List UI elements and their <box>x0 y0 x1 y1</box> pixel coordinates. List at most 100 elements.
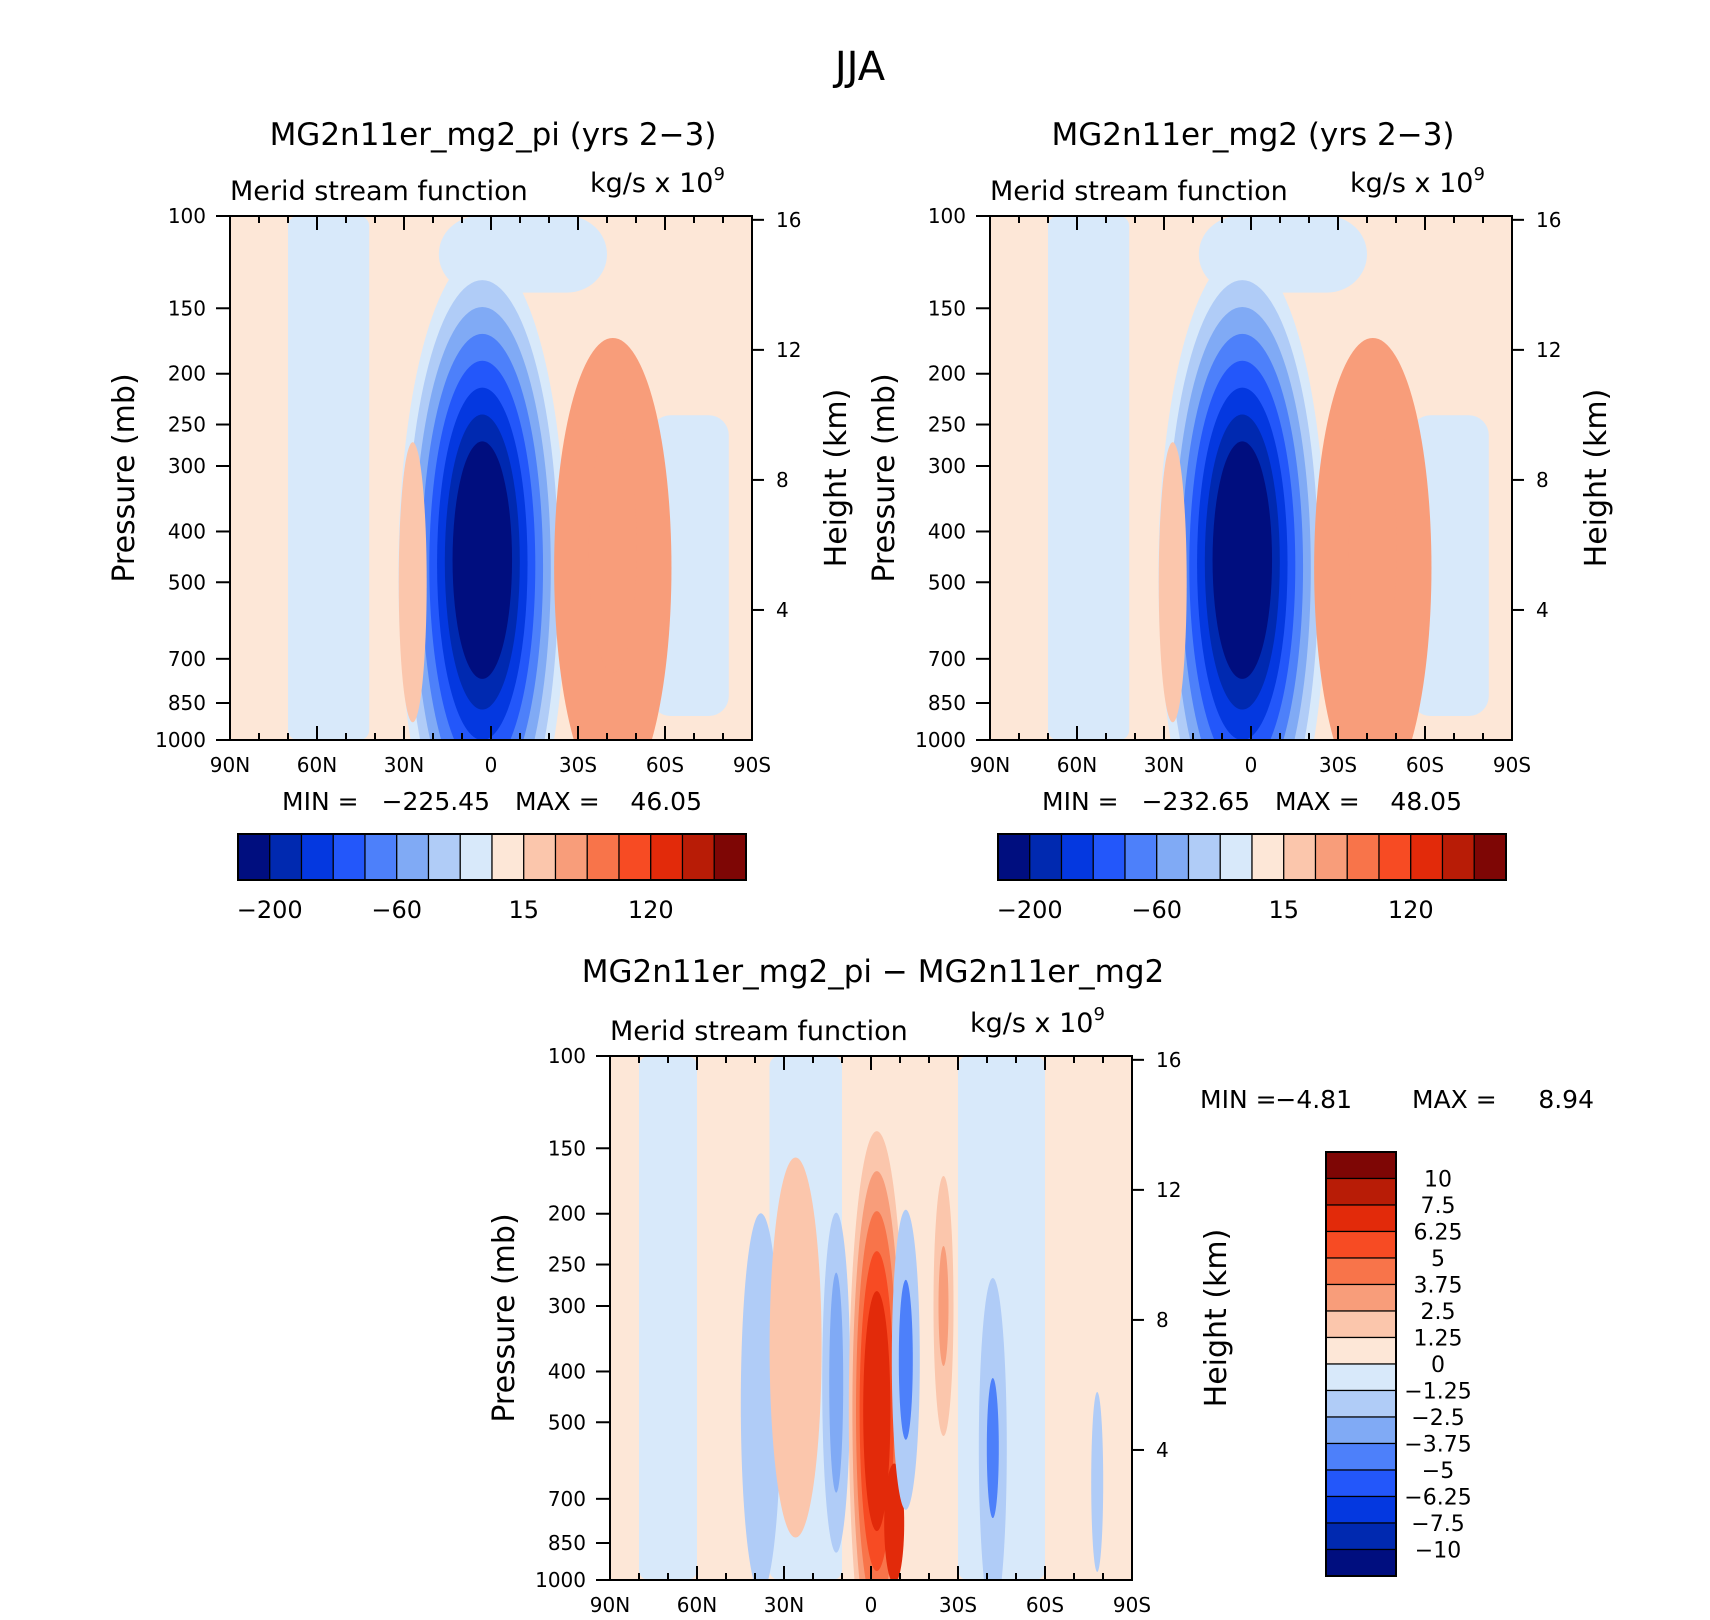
panel-subtitle-left: Merid stream function <box>990 176 1288 207</box>
max-value: 48.05 <box>1390 787 1462 816</box>
x-tick-label: 30N <box>1144 753 1184 777</box>
y-tick-label: 1000 <box>155 728 206 752</box>
colorbar-frame <box>1325 1151 1397 1577</box>
colorbar-label: 120 <box>1388 896 1434 924</box>
colorbar-label: 15 <box>508 896 539 924</box>
colorbar-swatch <box>650 833 684 881</box>
max-value: 8.94 <box>1538 1085 1594 1114</box>
panel-subtitle-left: Merid stream function <box>610 1016 908 1047</box>
contour-region <box>938 1246 949 1367</box>
colorbar-swatch <box>1187 833 1221 881</box>
y-tick-label: 200 <box>548 1202 586 1226</box>
y-tick-label: 700 <box>928 647 966 671</box>
y-tick-label: 150 <box>168 296 206 320</box>
colorbar-label: −10 <box>1415 1539 1461 1564</box>
colorbar-swatch <box>1060 833 1094 881</box>
colorbar-swatch <box>396 833 430 881</box>
right-axis-label: Height (km) <box>1199 1229 1234 1408</box>
colorbar-swatch <box>1325 1548 1397 1577</box>
colorbar-label: 5 <box>1431 1247 1445 1272</box>
panel-subtitle-left: Merid stream function <box>230 176 528 207</box>
axes: 90N 60N 30N 0 30S 60S 90S 100 150 200 250 300 400 500… <box>915 204 1561 777</box>
colorbar-swatch <box>1410 833 1444 881</box>
x-tick-label: 90N <box>210 753 250 777</box>
colorbar-label: 15 <box>1268 896 1299 924</box>
y-tick-label: 300 <box>928 454 966 478</box>
colorbar-swatch <box>491 833 525 881</box>
x-tick-label: 30N <box>384 753 424 777</box>
contour-region <box>1348 422 1397 673</box>
colorbar-swatch <box>1325 1230 1397 1259</box>
contour-field <box>230 216 752 740</box>
colorbar-swatch <box>1029 833 1063 881</box>
y-tick-label: 700 <box>548 1487 586 1511</box>
y-tick-label: 850 <box>548 1531 586 1555</box>
axes: 90N 60N 30N 0 30S 60S 90S 100 150 200 250 300 400 500… <box>155 204 801 777</box>
x-tick-label: 30N <box>764 1593 804 1617</box>
contour-region <box>898 1279 913 1440</box>
y-tick-label: 850 <box>928 691 966 715</box>
colorbar-swatch <box>1314 833 1348 881</box>
y-axis-label: Pressure (mb) <box>487 1213 522 1422</box>
colorbar-swatch <box>1219 833 1253 881</box>
colorbar-label: 6.25 <box>1414 1221 1463 1246</box>
y-tick-label: 100 <box>168 204 206 228</box>
colorbar-swatch <box>1325 1416 1397 1445</box>
y-tick-label: 200 <box>168 362 206 386</box>
y-tick-label: 700 <box>168 647 206 671</box>
contour-region <box>769 1157 822 1538</box>
x-tick-label: 60S <box>1026 1593 1064 1617</box>
panel-title: MG2n11er_mg2_pi − MG2n11er_mg2 <box>582 954 1164 990</box>
y-tick-label: 100 <box>548 1044 586 1068</box>
colorbar-swatch <box>713 833 747 881</box>
x-tick-label: 30S <box>1319 753 1357 777</box>
colorbar-swatch <box>586 833 620 881</box>
contour-region <box>452 441 513 679</box>
contour-region <box>884 1463 905 1580</box>
colorbar-swatch <box>1156 833 1190 881</box>
colorbar-swatch <box>1325 1151 1397 1180</box>
panel-units: kg/s x 109 <box>1350 164 1485 199</box>
min-label: MIN = <box>1042 787 1119 816</box>
contour-region <box>398 442 427 723</box>
y-tick-label: 500 <box>928 570 966 594</box>
contour-region <box>588 422 637 673</box>
contour-region <box>1048 216 1130 740</box>
colorbar-swatch <box>1325 1257 1397 1286</box>
colorbar-label: −6.25 <box>1404 1486 1471 1511</box>
colorbar-swatch <box>1124 833 1158 881</box>
y-tick-label: 250 <box>548 1253 586 1277</box>
contour-region <box>1212 441 1273 679</box>
colorbar: 107.56.2553.752.51.250−1.25−2.5−3.75−5−6… <box>1325 1151 1472 1577</box>
right-tick-label: 4 <box>1156 1438 1169 1462</box>
colorbar-swatch <box>618 833 652 881</box>
min-label: MIN = <box>282 787 359 816</box>
colorbar-label: −1.25 <box>1404 1380 1471 1405</box>
y-tick-label: 300 <box>548 1294 586 1318</box>
colorbar-swatch <box>554 833 588 881</box>
y-tick-label: 500 <box>168 570 206 594</box>
colorbar-swatch <box>1441 833 1475 881</box>
min-label: MIN = <box>1200 1085 1277 1114</box>
x-tick-label: 60N <box>677 1593 717 1617</box>
y-tick-label: 150 <box>928 296 966 320</box>
y-tick-label: 500 <box>548 1410 586 1434</box>
right-tick-label: 16 <box>776 208 801 232</box>
panel-title: MG2n11er_mg2_pi (yrs 2−3) <box>270 117 717 153</box>
max-label: MAX = <box>1275 787 1360 816</box>
min-value: −232.65 <box>1142 787 1250 816</box>
colorbar-swatch <box>1325 1310 1397 1339</box>
colorbar-swatch <box>1473 833 1507 881</box>
x-tick-label: 0 <box>1245 753 1258 777</box>
colorbar-label: −3.75 <box>1404 1433 1471 1458</box>
right-tick-label: 12 <box>1156 1178 1181 1202</box>
x-tick-label: 0 <box>865 1593 878 1617</box>
panel-title: MG2n11er_mg2 (yrs 2−3) <box>1051 117 1454 153</box>
contour-region <box>1091 1391 1104 1572</box>
contour-region <box>829 1272 844 1493</box>
colorbar-swatch <box>1251 833 1285 881</box>
x-tick-label: 90N <box>970 753 1010 777</box>
right-tick-label: 8 <box>1536 468 1549 492</box>
colorbar: −200 −60 15 120 <box>997 833 1507 924</box>
colorbar-swatch <box>1325 1363 1397 1392</box>
